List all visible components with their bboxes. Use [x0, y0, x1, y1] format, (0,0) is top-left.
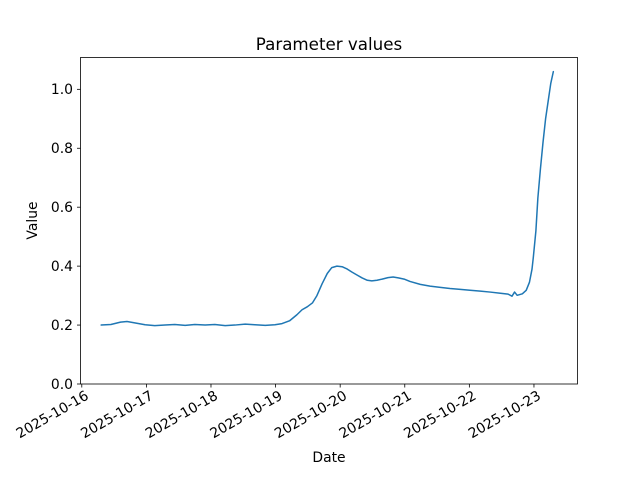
y-tick-label: 0.4 [51, 259, 73, 275]
x-tick-label: 2025-10-18 [143, 388, 221, 442]
x-axis-label: Date [312, 450, 345, 466]
y-tick-label: 0.2 [51, 318, 73, 334]
chart-title: Parameter values [256, 34, 402, 54]
y-tick-label: 0.8 [51, 141, 73, 157]
x-tick-label: 2025-10-16 [14, 388, 92, 442]
plot-area: 2025-10-162025-10-172025-10-182025-10-19… [14, 57, 578, 442]
y-axis-label: Value [25, 201, 41, 239]
y-tick-label: 0.6 [51, 200, 73, 216]
x-tick-label: 2025-10-19 [207, 388, 285, 442]
x-tick-label: 2025-10-23 [466, 388, 544, 442]
y-tick-label: 0.0 [51, 377, 73, 393]
data-series-line [100, 70, 555, 327]
y-tick-label: 1.0 [51, 82, 73, 98]
plot-border [80, 57, 578, 385]
x-tick-label: 2025-10-20 [272, 388, 350, 442]
x-tick-label: 2025-10-17 [78, 388, 156, 442]
x-tick-label: 2025-10-22 [401, 388, 479, 442]
x-tick-label: 2025-10-21 [337, 388, 415, 442]
